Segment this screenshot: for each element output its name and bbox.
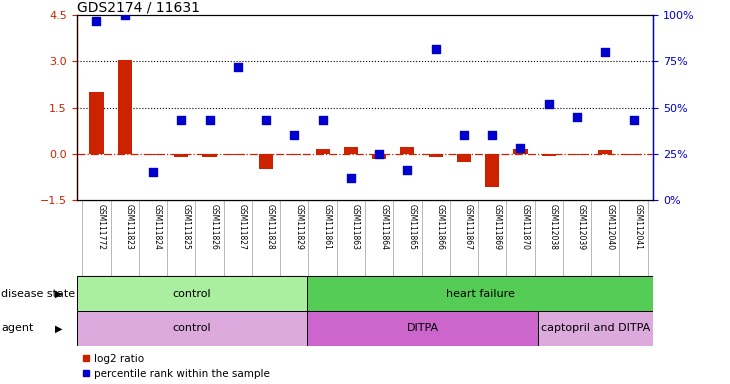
Point	[515, 145, 526, 151]
Text: GSM111861: GSM111861	[323, 204, 331, 249]
Text: GSM112040: GSM112040	[605, 204, 614, 250]
Bar	[598, 150, 612, 154]
Bar	[307, 311, 538, 346]
Text: GSM112038: GSM112038	[549, 204, 558, 250]
Bar	[485, 154, 499, 187]
Bar	[288, 154, 301, 155]
Text: GSM111824: GSM111824	[153, 204, 162, 249]
Bar	[344, 147, 358, 154]
Bar	[202, 154, 217, 157]
Text: captopril and DITPA: captopril and DITPA	[541, 323, 650, 333]
Text: heart failure: heart failure	[446, 289, 515, 299]
Bar	[400, 147, 415, 154]
Text: GSM111823: GSM111823	[125, 204, 134, 249]
Text: GSM111870: GSM111870	[520, 204, 529, 250]
Text: ▶: ▶	[55, 289, 62, 299]
Bar	[307, 276, 653, 311]
Text: GSM111826: GSM111826	[210, 204, 218, 249]
Text: GSM111829: GSM111829	[294, 204, 304, 249]
Point	[599, 49, 611, 55]
Point	[204, 118, 215, 124]
Text: control: control	[173, 289, 211, 299]
Point	[486, 132, 498, 138]
Text: GSM111825: GSM111825	[181, 204, 191, 249]
Bar	[538, 311, 653, 346]
Text: GSM111866: GSM111866	[436, 204, 445, 250]
Text: GSM112039: GSM112039	[577, 204, 586, 250]
Point	[147, 169, 159, 175]
Point	[175, 118, 187, 124]
Bar	[231, 154, 245, 155]
Text: GSM111827: GSM111827	[238, 204, 247, 249]
Point	[232, 64, 244, 70]
Bar	[118, 60, 132, 154]
Bar	[570, 154, 584, 155]
Bar	[77, 311, 307, 346]
Point	[317, 118, 328, 124]
Point	[543, 101, 555, 107]
Point	[91, 18, 102, 24]
Text: GDS2174 / 11631: GDS2174 / 11631	[77, 0, 199, 14]
Text: control: control	[173, 323, 211, 333]
Bar	[513, 149, 528, 154]
Point	[402, 167, 413, 173]
Point	[430, 45, 442, 51]
Text: GSM111864: GSM111864	[379, 204, 388, 250]
Point	[288, 132, 300, 138]
Text: GSM111863: GSM111863	[351, 204, 360, 250]
Bar	[429, 154, 442, 157]
Bar	[372, 154, 386, 159]
Text: GSM112041: GSM112041	[634, 204, 642, 250]
Point	[119, 12, 131, 18]
Point	[571, 114, 583, 120]
Text: disease state: disease state	[1, 289, 76, 299]
Point	[260, 118, 272, 124]
Point	[373, 151, 385, 157]
Bar	[542, 154, 556, 156]
Text: GSM111828: GSM111828	[266, 204, 275, 249]
Text: GSM111865: GSM111865	[407, 204, 416, 250]
Text: GSM111867: GSM111867	[464, 204, 473, 250]
Text: GSM111869: GSM111869	[492, 204, 502, 250]
Point	[458, 132, 470, 138]
Legend: log2 ratio, percentile rank within the sample: log2 ratio, percentile rank within the s…	[82, 354, 270, 379]
Text: GSM111772: GSM111772	[96, 204, 105, 250]
Text: agent: agent	[1, 323, 34, 333]
Bar	[259, 154, 273, 169]
Point	[628, 118, 639, 124]
Bar	[77, 276, 307, 311]
Text: ▶: ▶	[55, 323, 62, 333]
Text: DITPA: DITPA	[407, 323, 439, 333]
Bar	[89, 92, 104, 154]
Point	[345, 174, 357, 180]
Bar	[457, 154, 471, 162]
Bar	[315, 149, 330, 154]
Bar	[146, 154, 160, 155]
Bar	[174, 154, 188, 157]
Bar	[626, 154, 641, 155]
